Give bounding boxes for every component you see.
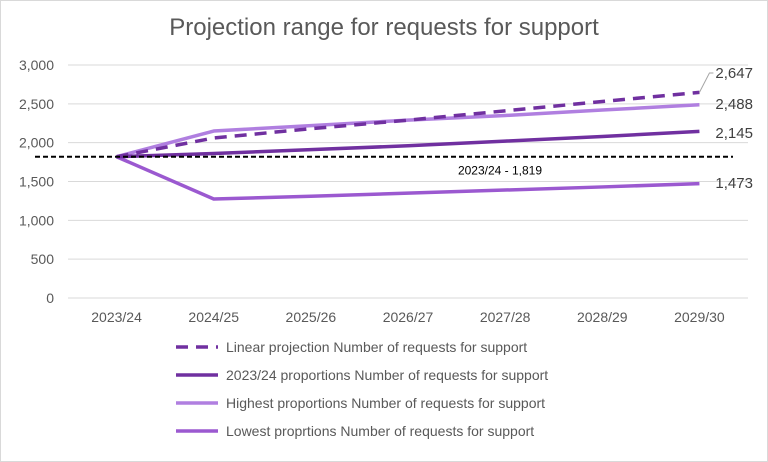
data-label-leader (698, 72, 714, 93)
legend-label: Highest proportions Number of requests f… (226, 395, 545, 411)
y-tick-label: 1,000 (19, 212, 54, 228)
y-tick-label: 2,000 (19, 135, 54, 151)
y-tick-label: 2,500 (19, 96, 54, 112)
y-tick-label: 0 (46, 290, 54, 306)
legend-label: Lowest proprtions Number of requests for… (226, 423, 534, 439)
x-tick-label: 2026/27 (383, 309, 434, 325)
y-tick-label: 500 (31, 251, 55, 267)
data-label: 2,145 (715, 125, 753, 142)
x-tick-label: 2028/29 (577, 309, 628, 325)
y-tick-label: 3,000 (19, 57, 54, 73)
x-tick-label: 2023/24 (91, 309, 142, 325)
x-tick-label: 2027/28 (480, 309, 531, 325)
x-tick-label: 2024/25 (188, 309, 239, 325)
y-tick-label: 1,500 (19, 174, 54, 190)
data-label: 2,647 (715, 65, 753, 82)
series-line (116, 129, 700, 159)
x-tick-label: 2025/26 (286, 309, 337, 325)
x-tick-label: 2029/30 (674, 309, 725, 325)
chart-title: Projection range for requests for suppor… (169, 14, 599, 41)
series-line (115, 155, 700, 201)
series-line (116, 103, 700, 159)
data-label: 1,473 (715, 175, 753, 192)
legend-label: Linear projection Number of requests for… (226, 339, 527, 355)
legend-label: 2023/24 proportions Number of requests f… (226, 367, 548, 383)
data-label: 2,488 (715, 96, 753, 113)
series-line (116, 90, 700, 159)
reference-line-label: 2023/24 - 1,819 (458, 164, 542, 178)
